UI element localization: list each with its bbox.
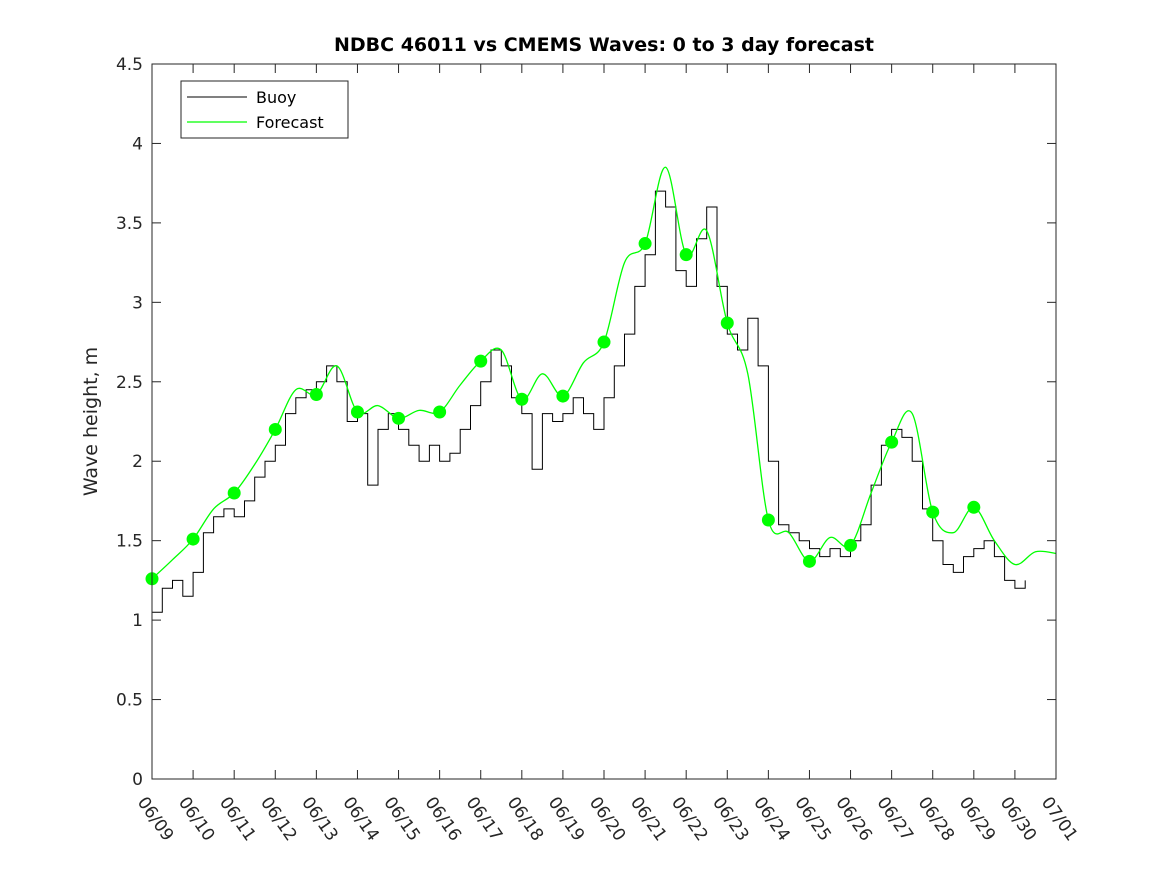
forecast-marker bbox=[309, 387, 323, 401]
forecast-marker bbox=[844, 538, 858, 552]
forecast-marker-group bbox=[145, 237, 981, 586]
y-tick-label: 3.5 bbox=[116, 214, 143, 234]
y-tick-label: 2.5 bbox=[116, 373, 143, 393]
forecast-marker bbox=[392, 411, 406, 425]
forecast-marker bbox=[227, 486, 241, 500]
y-tick-label: 4.5 bbox=[116, 55, 143, 75]
legend: Buoy Forecast bbox=[180, 80, 349, 139]
forecast-marker bbox=[268, 422, 282, 436]
forecast-marker bbox=[186, 532, 200, 546]
legend-label-forecast: Forecast bbox=[256, 113, 324, 132]
forecast-series-line bbox=[151, 166, 1057, 580]
y-axis: 0 0.5 1 1.5 2 2.5 3 3.5 4 4.5 bbox=[116, 55, 1056, 790]
legend-box bbox=[180, 80, 349, 139]
forecast-marker bbox=[638, 237, 652, 251]
forecast-marker bbox=[967, 500, 981, 514]
y-tick-label: 4 bbox=[132, 134, 143, 154]
forecast-marker bbox=[597, 335, 611, 349]
y-tick-label: 0 bbox=[132, 770, 143, 790]
forecast-marker bbox=[515, 392, 529, 406]
legend-label-buoy: Buoy bbox=[256, 88, 296, 107]
buoy-series-group bbox=[152, 190, 1026, 613]
forecast-marker bbox=[556, 389, 570, 403]
forecast-series-group bbox=[151, 166, 1057, 580]
forecast-marker bbox=[720, 316, 734, 330]
y-axis-title: Wave height, m bbox=[80, 347, 102, 496]
y-tick-label: 3 bbox=[132, 293, 143, 313]
chart-title: NDBC 46011 vs CMEMS Waves: 0 to 3 day fo… bbox=[334, 34, 874, 56]
forecast-marker bbox=[679, 248, 693, 262]
y-tick-label: 1.5 bbox=[116, 532, 143, 552]
forecast-marker bbox=[761, 513, 775, 527]
forecast-marker bbox=[926, 505, 940, 519]
forecast-marker bbox=[474, 354, 488, 368]
y-tick-label: 1 bbox=[132, 611, 143, 631]
y-tick-label: 2 bbox=[132, 452, 143, 472]
buoy-series-line bbox=[152, 190, 1026, 613]
forecast-marker bbox=[433, 405, 447, 419]
forecast-marker bbox=[802, 554, 816, 568]
forecast-marker bbox=[885, 435, 899, 449]
forecast-marker bbox=[350, 405, 364, 419]
y-tick-label: 0.5 bbox=[116, 691, 143, 711]
